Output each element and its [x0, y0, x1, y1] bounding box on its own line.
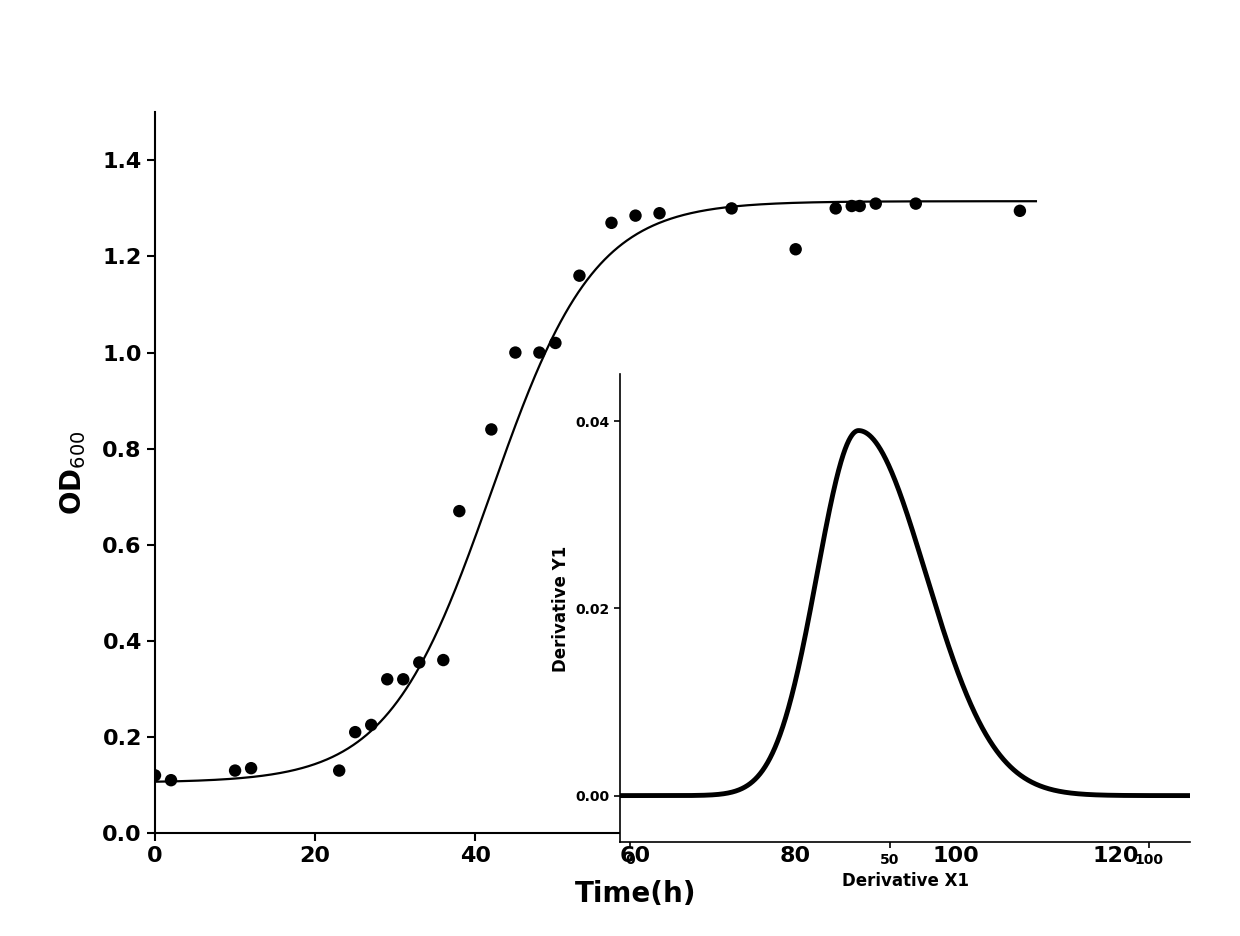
- Point: [866, 197, 885, 212]
- Point: [625, 208, 645, 223]
- Point: [393, 672, 413, 687]
- Point: [842, 198, 862, 213]
- Point: [546, 335, 565, 350]
- Point: [826, 201, 846, 216]
- Point: [506, 345, 526, 360]
- Point: [434, 652, 454, 667]
- X-axis label: Derivative X1: Derivative X1: [842, 872, 968, 890]
- Point: [161, 773, 181, 788]
- Point: [330, 763, 350, 778]
- Point: [601, 215, 621, 230]
- Point: [449, 504, 469, 519]
- Point: [569, 269, 589, 284]
- Point: [241, 761, 260, 776]
- Point: [345, 724, 365, 739]
- Point: [481, 422, 501, 437]
- Point: [377, 672, 397, 687]
- Point: [361, 717, 381, 732]
- Point: [409, 655, 429, 670]
- Point: [786, 241, 806, 256]
- Point: [145, 768, 165, 782]
- Point: [529, 345, 549, 360]
- Point: [849, 198, 869, 213]
- Point: [906, 197, 926, 212]
- Point: [650, 206, 670, 221]
- Y-axis label: Derivative Y1: Derivative Y1: [552, 546, 569, 671]
- Point: [1009, 203, 1029, 218]
- X-axis label: Time(h): Time(h): [575, 880, 696, 908]
- Point: [226, 763, 246, 778]
- Y-axis label: OD$_{600}$: OD$_{600}$: [58, 431, 88, 515]
- Point: [722, 201, 742, 216]
